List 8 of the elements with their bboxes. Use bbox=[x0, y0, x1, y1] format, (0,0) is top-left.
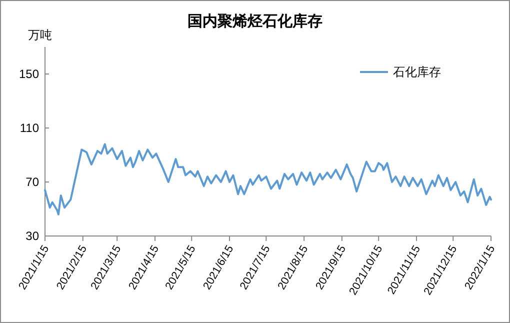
y-axis-title: 万吨 bbox=[28, 28, 52, 42]
y-tick-label: 110 bbox=[20, 121, 40, 135]
chart-title: 国内聚烯烃石化库存 bbox=[188, 12, 322, 30]
y-tick-label: 150 bbox=[18, 67, 40, 81]
legend-label: 石化库存 bbox=[393, 65, 441, 79]
legend: 石化库存 bbox=[360, 65, 441, 79]
y-tick-label: 70 bbox=[26, 175, 40, 189]
y-tick-label: 30 bbox=[26, 229, 40, 243]
